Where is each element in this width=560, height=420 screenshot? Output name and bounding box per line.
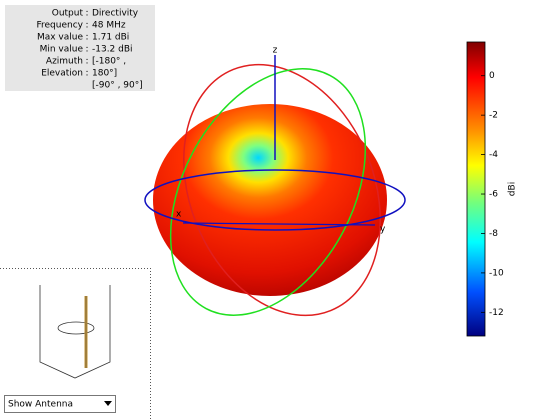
info-extra: [-90° , 90°] (92, 81, 143, 91)
colorbar-tick-label: -8 (489, 229, 498, 239)
info-value: 180°] (92, 69, 117, 79)
info-value: 1.71 dBi (92, 33, 129, 43)
dropdown-arrow[interactable] (104, 401, 112, 406)
info-panel (5, 5, 155, 91)
info-separator: : (85, 69, 88, 79)
dropdown[interactable] (4, 395, 116, 413)
info-value: -13.2 dBi (92, 45, 133, 55)
colorbar-tick-label: -4 (489, 150, 498, 160)
colorbar-label: dBi (508, 182, 518, 196)
info-label: Min value (40, 45, 84, 55)
info-separator: : (85, 57, 88, 67)
info-value: [-180° , (92, 57, 126, 67)
info-separator: : (85, 21, 88, 31)
info-separator: : (85, 45, 88, 55)
pattern-surface (153, 104, 387, 296)
colorbar-tick-label: -10 (489, 268, 504, 278)
info-label: Frequency (37, 21, 84, 31)
info-separator: : (85, 33, 88, 43)
axis-label: z (273, 46, 278, 56)
info-value: 48 MHz (92, 21, 126, 31)
info-separator: : (85, 9, 88, 19)
axis-label: y (380, 225, 386, 235)
y-axis (182, 222, 376, 226)
colorbar (466, 41, 486, 337)
horizon-cut (144, 169, 406, 231)
colorbar-tick-label: -2 (489, 111, 498, 121)
colorbar-tick-label: 0 (489, 71, 495, 81)
dropdown-value[interactable]: Show Antenna (8, 400, 73, 410)
colorbar-tick-label: -6 (489, 190, 498, 200)
info-label: Elevation (41, 69, 83, 79)
colorbar-tick-label: -12 (489, 308, 504, 318)
antenna-panel (0, 268, 151, 420)
info-label: Output (52, 9, 84, 19)
colorbar-ticks: 0 -2 -4 -6 -8 -10 -12 (481, 71, 504, 318)
info-value: Directivity (92, 9, 139, 19)
info-label: Azimuth (46, 57, 83, 67)
info-label: Max value (37, 33, 84, 43)
azimuth-cut (169, 68, 367, 316)
axis-label: x (176, 210, 182, 220)
antenna-drawing (39, 285, 111, 379)
